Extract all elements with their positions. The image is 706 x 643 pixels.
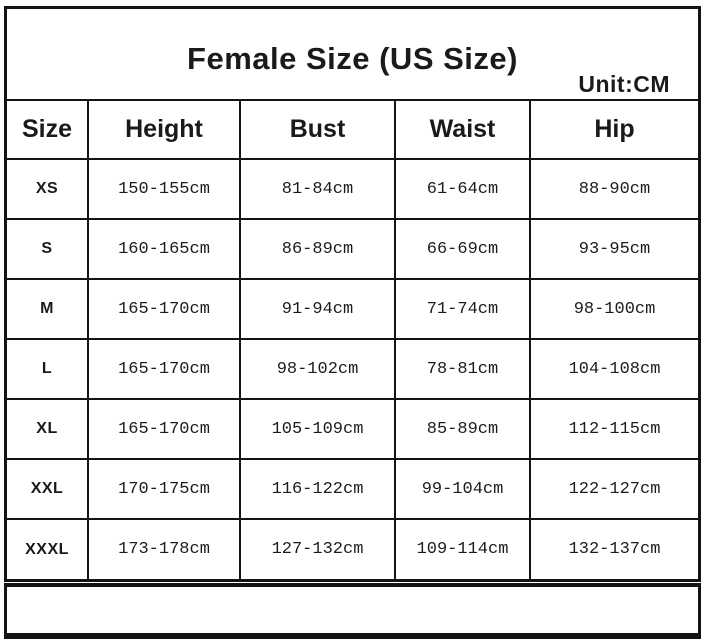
height-cell: 165-170cm [87,338,241,400]
hip-cell: 93-95cm [529,218,698,280]
column-header-hip: Hip [529,99,698,160]
size-chart-panel: Female Size (US Size) Unit:CM Size Heigh… [4,6,701,582]
size-table: Size Height Bust Waist Hip XS 150-155cm … [7,99,698,579]
page-title: Female Size (US Size) [187,41,518,76]
unit-label: Unit:CM [578,71,670,97]
hip-cell: 104-108cm [529,338,698,400]
bust-cell: 127-132cm [239,518,396,579]
size-cell: XL [7,398,89,460]
hip-cell: 112-115cm [529,398,698,460]
height-cell: 150-155cm [87,158,241,220]
size-cell: XS [7,158,89,220]
height-cell: 173-178cm [87,518,241,579]
column-header-size: Size [7,99,89,160]
height-cell: 160-165cm [87,218,241,280]
waist-cell: 61-64cm [394,158,531,220]
bust-cell: 86-89cm [239,218,396,280]
table-row-l: L 165-170cm 98-102cm 78-81cm 104-108cm [7,338,698,400]
bust-cell: 98-102cm [239,338,396,400]
bust-cell: 105-109cm [239,398,396,460]
size-cell: S [7,218,89,280]
table-row-xxxl: XXXL 173-178cm 127-132cm 109-114cm 132-1… [7,518,698,579]
bust-cell: 81-84cm [239,158,396,220]
size-cell: XXXL [7,518,89,579]
waist-cell: 66-69cm [394,218,531,280]
column-header-height: Height [87,99,241,160]
waist-cell: 71-74cm [394,278,531,340]
table-row-xxl: XXL 170-175cm 116-122cm 99-104cm 122-127… [7,458,698,520]
table-row-m: M 165-170cm 91-94cm 71-74cm 98-100cm [7,278,698,340]
height-cell: 170-175cm [87,458,241,520]
height-cell: 165-170cm [87,398,241,460]
hip-cell: 132-137cm [529,518,698,579]
chart-header: Female Size (US Size) Unit:CM [7,9,698,99]
waist-cell: 99-104cm [394,458,531,520]
table-row-xs: XS 150-155cm 81-84cm 61-64cm 88-90cm [7,158,698,220]
waist-cell: 109-114cm [394,518,531,579]
footer-strip [4,583,701,639]
size-cell: XXL [7,458,89,520]
bust-cell: 116-122cm [239,458,396,520]
header-row: Size Height Bust Waist Hip [7,99,698,160]
waist-cell: 85-89cm [394,398,531,460]
size-cell: M [7,278,89,340]
hip-cell: 98-100cm [529,278,698,340]
column-header-bust: Bust [239,99,396,160]
size-cell: L [7,338,89,400]
table-row-s: S 160-165cm 86-89cm 66-69cm 93-95cm [7,218,698,280]
table-row-xl: XL 165-170cm 105-109cm 85-89cm 112-115cm [7,398,698,460]
height-cell: 165-170cm [87,278,241,340]
hip-cell: 122-127cm [529,458,698,520]
waist-cell: 78-81cm [394,338,531,400]
column-header-waist: Waist [394,99,531,160]
hip-cell: 88-90cm [529,158,698,220]
bust-cell: 91-94cm [239,278,396,340]
